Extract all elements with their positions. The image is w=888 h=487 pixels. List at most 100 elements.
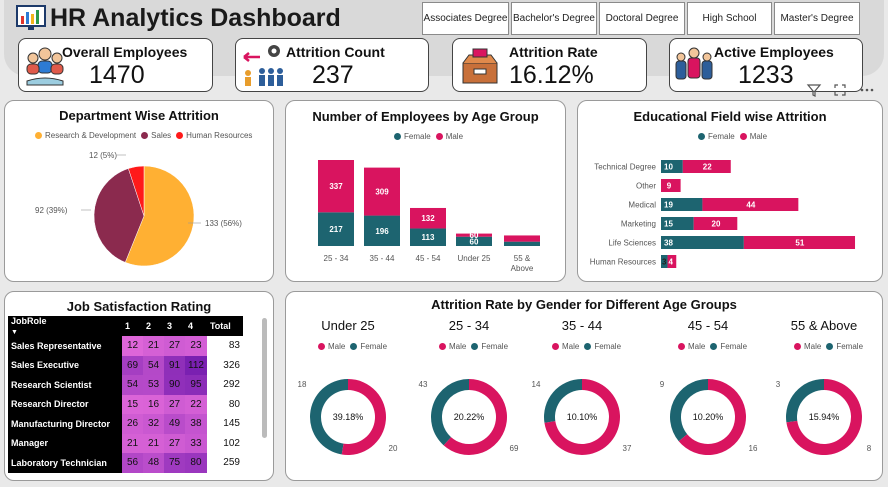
cell-rating-3: 27 (164, 394, 185, 414)
donut-center-label-1: 20.22% (454, 412, 485, 422)
legend-dot-male-edu (739, 133, 747, 140)
edu-bar-male-5[interactable] (667, 255, 677, 268)
page-title: HR Analytics Dashboard (50, 4, 341, 32)
cell-rating-4: 112 (185, 355, 207, 375)
edu-bar-male-2[interactable] (702, 198, 799, 211)
donut-male-0[interactable] (341, 379, 386, 455)
cell-rating-3: 90 (164, 375, 185, 395)
legend-dot-rnd (35, 132, 42, 139)
pie-slice-hr[interactable] (128, 165, 145, 217)
table-row[interactable]: Manager 21 21 27 33 102 (8, 433, 243, 453)
cell-jobrole: Manufacturing Director (8, 414, 122, 434)
bar-label-male-1: 309 (375, 188, 389, 197)
bar-male-2[interactable] (410, 207, 446, 229)
department-pie-chart: 12 (5%) 92 (39%) 133 (56%) (35, 151, 242, 267)
donut-male-3[interactable] (678, 379, 746, 455)
edu-bar-female-2[interactable] (661, 198, 703, 211)
col-jobrole[interactable]: JobRole ▼ (8, 316, 122, 336)
focus-mode-icon[interactable] (832, 82, 848, 98)
legend-male-edu: Male (749, 132, 768, 141)
donut-female-2[interactable] (544, 379, 582, 423)
edu-bar-female-5[interactable] (661, 255, 668, 268)
donut-male-1[interactable] (443, 379, 507, 455)
filter-high-school[interactable]: High School (687, 2, 772, 35)
donut-chart-1: 20.22% 43 69 (419, 379, 519, 455)
cell-rating-4: 33 (185, 433, 207, 453)
edu-axis-label-5: Human Resources (590, 258, 656, 267)
edu-bar-male-4[interactable] (743, 236, 856, 249)
pie-slice-sales[interactable] (93, 168, 145, 263)
col-1[interactable]: 1 (122, 316, 143, 336)
bar-female-1[interactable] (364, 215, 400, 246)
donut-female-4[interactable] (786, 379, 824, 423)
table-row[interactable]: Sales Representative 12 21 27 23 83 (8, 336, 243, 356)
col-4[interactable]: 4 (185, 316, 207, 336)
donut-legend-2: Male Female (552, 342, 621, 351)
cell-rating-1: 12 (122, 336, 143, 356)
pie-label-hr: 12 (5%) (89, 151, 117, 160)
filter-associates-degree[interactable]: Associates Degree (422, 2, 509, 35)
cell-rating-1: 54 (122, 375, 143, 395)
donut-female-1[interactable] (431, 379, 469, 446)
more-options-icon[interactable] (858, 82, 876, 98)
cell-rating-1: 26 (122, 414, 143, 434)
bar-male-1[interactable] (364, 167, 400, 216)
edu-label-female-3: 15 (664, 220, 673, 229)
bar-female-0[interactable] (318, 212, 354, 246)
bar-male-0[interactable] (318, 160, 354, 213)
filter-doctoral-degree[interactable]: Doctoral Degree (599, 2, 685, 35)
table-scrollbar[interactable] (262, 318, 267, 438)
age-group-bar-chart: 217 337 25 - 34 196 309 35 - 44 113 132 45 - 54 6… (318, 160, 540, 273)
donut-female-3[interactable] (670, 379, 708, 442)
cell-rating-3: 91 (164, 355, 185, 375)
table-row[interactable]: Sales Executive 69 54 91 112 326 (8, 355, 243, 375)
legend-hr: Human Resources (186, 131, 253, 140)
legend-dot-female-2 (584, 343, 592, 350)
edu-axis-label-4: Life Sciences (608, 239, 656, 248)
edu-bar-male-1[interactable] (661, 179, 681, 192)
edu-bar-female-4[interactable] (661, 236, 744, 249)
filter-bachelors-degree[interactable]: Bachelor's Degree (511, 2, 597, 35)
col-2[interactable]: 2 (143, 316, 164, 336)
edu-bar-male-3[interactable] (693, 217, 738, 230)
legend-dot-sales (141, 132, 149, 139)
dashboard-logo-icon (16, 5, 46, 30)
legend-dot-female-edu (698, 133, 705, 140)
filter-masters-degree[interactable]: Master's Degree (774, 2, 860, 35)
legend-dot-female (394, 133, 401, 140)
cell-rating-3: 27 (164, 433, 185, 453)
pie-slice-rnd[interactable] (124, 165, 195, 267)
cell-total: 145 (206, 414, 243, 434)
legend-female-0: Female (360, 342, 388, 351)
legend-sales: Sales (151, 131, 172, 140)
table-row[interactable]: Research Scientist 54 53 90 95 292 (8, 375, 243, 395)
table-row[interactable]: Laboratory Technician 56 48 75 80 259 (8, 453, 243, 473)
donut-age-header-4: 55 & Above (790, 318, 858, 333)
bar-male-3[interactable] (456, 233, 492, 237)
cell-rating-1: 15 (122, 394, 143, 414)
col-total[interactable]: Total (206, 316, 243, 336)
table-row[interactable]: Research Director 15 16 27 22 80 (8, 394, 243, 414)
edu-bar-female-0[interactable] (661, 160, 683, 173)
col-3[interactable]: 3 (164, 316, 185, 336)
table-row[interactable]: Manufacturing Director 26 32 49 38 145 (8, 414, 243, 434)
edu-bar-female-3[interactable] (661, 217, 694, 230)
bar-female-3[interactable] (456, 236, 492, 246)
donut-female-0[interactable] (310, 379, 348, 455)
legend-dot-male-4 (794, 343, 801, 350)
edu-bar-male-0[interactable] (682, 160, 731, 173)
legend-female-2: Female (594, 342, 622, 351)
bar-label-female-1: 196 (375, 227, 389, 236)
bar-female-2[interactable] (410, 228, 446, 246)
legend-dot-female-0 (350, 343, 358, 350)
cell-rating-3: 27 (164, 336, 185, 356)
bar-label-female-0: 217 (329, 225, 343, 234)
filter-icon[interactable] (806, 82, 822, 98)
bar-female-4[interactable] (504, 241, 540, 246)
legend-male-4: Male (804, 342, 822, 351)
bar-male-4[interactable] (504, 235, 540, 242)
donut-female-value-1: 43 (419, 380, 428, 389)
edu-axis-label-0: Technical Degree (594, 163, 656, 172)
cell-rating-1: 21 (122, 433, 143, 453)
donut-male-value-2: 37 (623, 444, 632, 453)
